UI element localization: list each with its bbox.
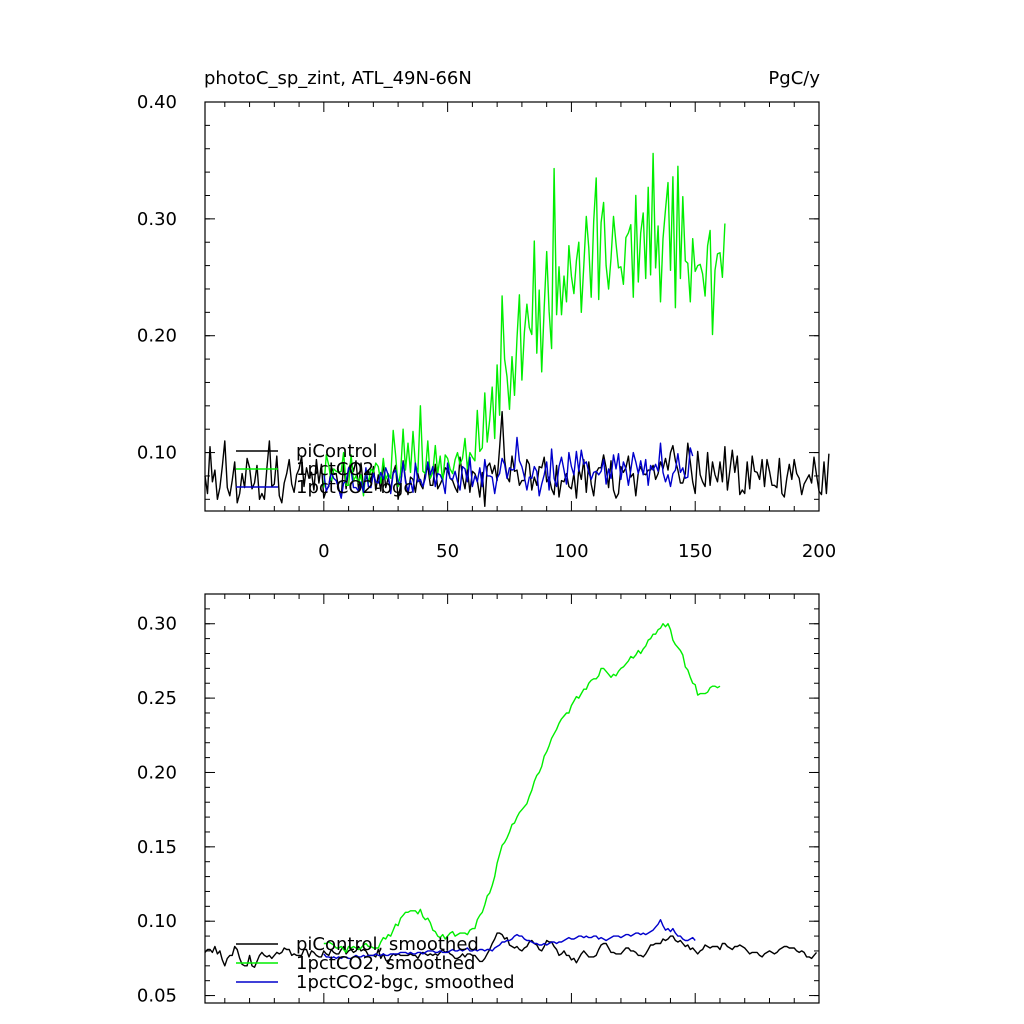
x-tick-label: 200 bbox=[802, 541, 836, 562]
x-tick-label: 50 bbox=[436, 541, 459, 562]
y-tick-label: 0.40 bbox=[137, 92, 177, 113]
y-tick-label: 0.20 bbox=[137, 326, 177, 347]
x-tick-label: 0 bbox=[318, 541, 329, 562]
y-tick-label: 0.30 bbox=[137, 209, 177, 230]
y-tick-label: 0.15 bbox=[137, 837, 177, 858]
top-chart-panel: 0 50 100 150 2000.100.200.300.40piControl1pc… bbox=[137, 92, 836, 562]
bottom-chart-panel: 0.05 0.10 0.15 0.20 0.25 0.30 piControl, smoot… bbox=[137, 593, 820, 1007]
y-tick-label: 0.10 bbox=[137, 911, 177, 932]
legend-label: piControl, smoothed bbox=[296, 934, 479, 955]
series-line-1pctco2-smoothed bbox=[323, 623, 721, 954]
units-label: PgC/y bbox=[768, 68, 820, 89]
y-tick-label: 0.05 bbox=[137, 986, 177, 1007]
y-tick-label: 0.25 bbox=[137, 688, 177, 709]
legend-label: 1pctCO2, smoothed bbox=[296, 953, 475, 974]
legend-label: 1pctCO2-bgc, smoothed bbox=[296, 972, 515, 993]
figure-title: photoC_sp_zint, ATL_49N-66N bbox=[204, 68, 472, 89]
legend-label: 1pctCO2-bgc bbox=[296, 477, 413, 498]
series-line-picontrol bbox=[204, 411, 830, 507]
legend-label: piControl bbox=[296, 441, 378, 462]
x-tick-label: 100 bbox=[554, 541, 588, 562]
series-line-picontrol-smoothed bbox=[204, 932, 818, 968]
x-tick-label: 150 bbox=[678, 541, 712, 562]
series-line-1pctco2-bgc-smoothed bbox=[323, 919, 696, 960]
y-tick-label: 0.20 bbox=[137, 762, 177, 783]
plot-frame bbox=[204, 593, 820, 1004]
series-line-1pctco2-bgc bbox=[323, 436, 694, 499]
plot-frame bbox=[204, 101, 820, 512]
y-tick-label: 0.10 bbox=[137, 443, 177, 464]
series-line-1pctco2 bbox=[323, 152, 726, 497]
legend-label: 1pctCO2 bbox=[296, 459, 374, 480]
y-tick-label: 0.30 bbox=[137, 614, 177, 635]
